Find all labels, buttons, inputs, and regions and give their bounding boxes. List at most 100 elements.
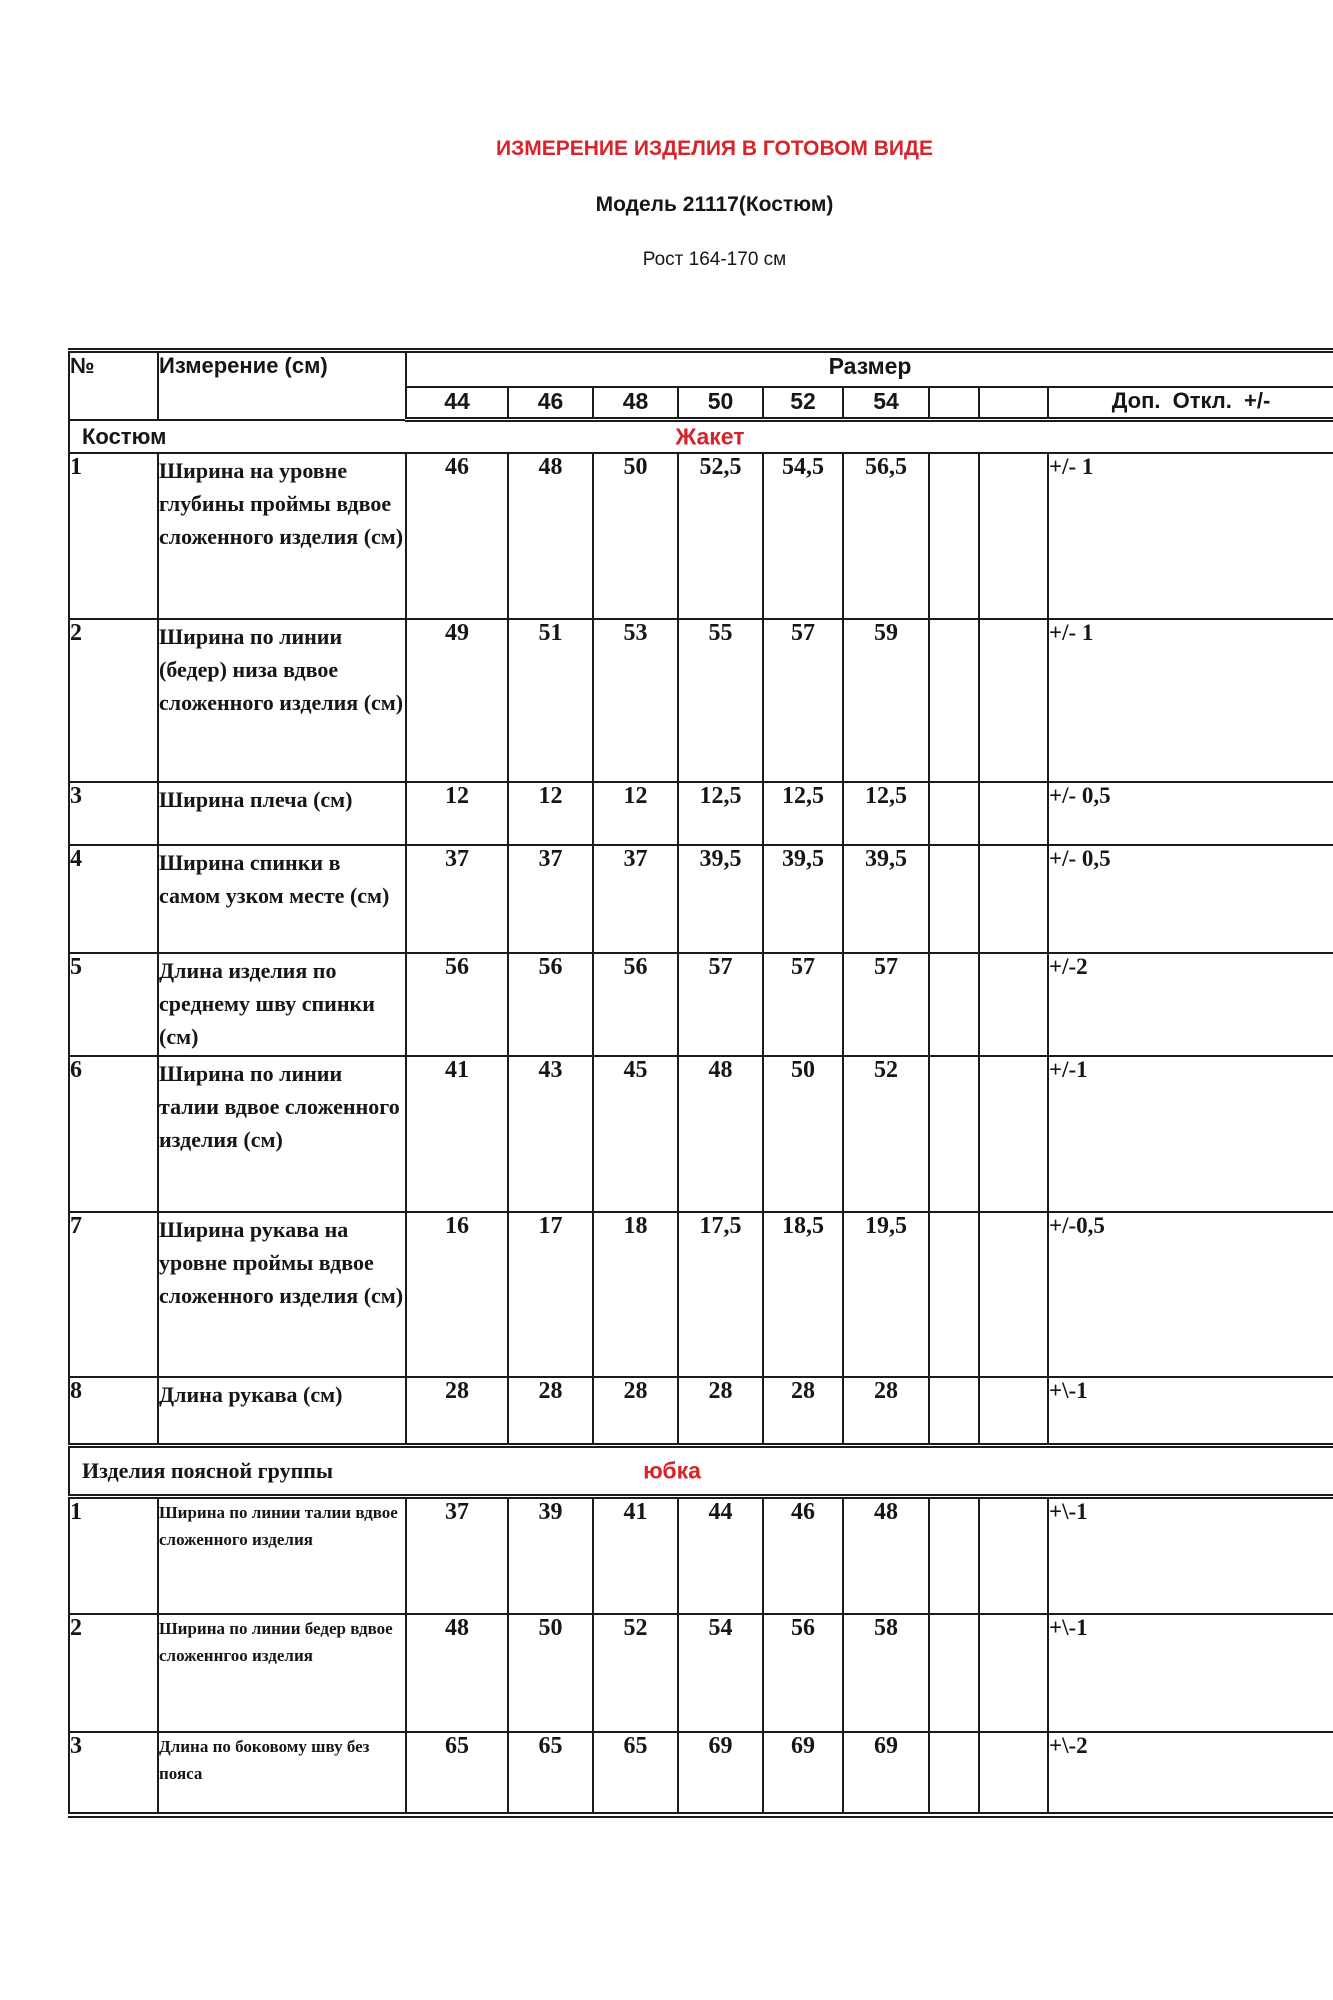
value-54: 59 xyxy=(842,618,930,783)
value-48: 18 xyxy=(592,1211,679,1378)
row-number: 3 xyxy=(68,1731,159,1818)
measure-name: Длина изделия по среднему шву спинки (см… xyxy=(157,952,407,1057)
value-46: 39 xyxy=(507,1495,594,1615)
measure-name: Длина рукава (см) xyxy=(157,1376,407,1448)
value-44: 56 xyxy=(405,952,509,1057)
value-52: 57 xyxy=(762,952,844,1057)
measure-name: Ширина плеча (см) xyxy=(157,781,407,846)
section-row-suit: Костюм Жакет xyxy=(67,418,1333,454)
value-48: 50 xyxy=(592,452,679,620)
value-48: 37 xyxy=(592,844,679,954)
model-subtitle: Модель 21117(Костюм) xyxy=(595,193,834,216)
empty-cell xyxy=(928,452,980,620)
value-46: 48 xyxy=(507,452,594,620)
empty-cell xyxy=(928,1731,980,1818)
size-header-48: 48 xyxy=(592,385,679,422)
measure-name: Ширина по линии талии вдвое сложенного и… xyxy=(157,1495,407,1615)
row-number: 4 xyxy=(68,844,159,954)
empty-cell xyxy=(978,1376,1049,1448)
measurements-table: № Измерение (см) Размер 44 46 48 50 52 5… xyxy=(67,348,1333,1818)
col-header-number: № xyxy=(68,348,159,421)
empty-cell xyxy=(978,952,1049,1057)
deviation-value: +/- 0,5 xyxy=(1046,844,1333,954)
deviation-value: +/-2 xyxy=(1046,952,1333,1057)
table-row: 4 Ширина спинки в самом узком месте (см)… xyxy=(68,844,1333,954)
value-46: 51 xyxy=(507,618,594,783)
value-52: 46 xyxy=(762,1495,844,1615)
value-54: 57 xyxy=(842,952,930,1057)
value-50: 39,5 xyxy=(677,844,764,954)
empty-cell xyxy=(928,781,980,846)
value-54: 52 xyxy=(842,1055,930,1213)
deviation-value: +\-1 xyxy=(1046,1376,1333,1448)
value-48: 28 xyxy=(592,1376,679,1448)
value-46: 37 xyxy=(507,844,594,954)
value-52: 56 xyxy=(762,1613,844,1733)
value-46: 50 xyxy=(507,1613,594,1733)
row-number: 2 xyxy=(68,1613,159,1733)
table-row: 2 Ширина по линии (бедер) низа вдвое сло… xyxy=(68,618,1333,783)
value-44: 16 xyxy=(405,1211,509,1378)
value-54: 39,5 xyxy=(842,844,930,954)
value-48: 41 xyxy=(592,1495,679,1615)
value-44: 37 xyxy=(405,1495,509,1615)
row-number: 1 xyxy=(68,1495,159,1615)
value-52: 28 xyxy=(762,1376,844,1448)
measure-name: Ширина по линии (бедер) низа вдвое сложе… xyxy=(157,618,407,783)
section-sublabel-skirt: юбка xyxy=(643,1457,701,1483)
value-50: 28 xyxy=(677,1376,764,1448)
value-50: 69 xyxy=(677,1731,764,1818)
size-header-44: 44 xyxy=(405,385,509,422)
value-46: 43 xyxy=(507,1055,594,1213)
table-row: 5 Длина изделия по среднему шву спинки (… xyxy=(68,952,1333,1057)
section-sublabel-jacket: Жакет xyxy=(675,423,745,450)
empty-cell xyxy=(978,781,1049,846)
deviation-value: +/-1 xyxy=(1046,1055,1333,1213)
value-44: 48 xyxy=(405,1613,509,1733)
row-number: 3 xyxy=(68,781,159,846)
empty-cell xyxy=(978,1211,1049,1378)
empty-cell xyxy=(978,1495,1049,1615)
empty-cell xyxy=(928,1211,980,1378)
value-50: 48 xyxy=(677,1055,764,1213)
value-52: 39,5 xyxy=(762,844,844,954)
section-label-suit: Костюм xyxy=(82,424,167,449)
value-44: 46 xyxy=(405,452,509,620)
value-52: 54,5 xyxy=(762,452,844,620)
value-54: 12,5 xyxy=(842,781,930,846)
table-row: 1 Ширина по линии талии вдвое сложенного… xyxy=(68,1495,1333,1615)
deviation-value: +/- 1 xyxy=(1046,452,1333,620)
empty-cell xyxy=(978,1055,1049,1213)
value-46: 65 xyxy=(507,1731,594,1818)
measure-name: Ширина по линии бедер вдвое сложеннгоо и… xyxy=(157,1613,407,1733)
deviation-value: +/- 1 xyxy=(1046,618,1333,783)
value-50: 55 xyxy=(677,618,764,783)
value-48: 53 xyxy=(592,618,679,783)
row-number: 8 xyxy=(68,1376,159,1448)
size-header-52: 52 xyxy=(762,385,844,422)
table-row: 1 Ширина на уровне глубины проймы вдвое … xyxy=(68,452,1333,620)
empty-cell xyxy=(978,1731,1049,1818)
value-50: 57 xyxy=(677,952,764,1057)
value-44: 37 xyxy=(405,844,509,954)
empty-cell xyxy=(928,618,980,783)
value-50: 52,5 xyxy=(677,452,764,620)
value-50: 12,5 xyxy=(677,781,764,846)
value-46: 28 xyxy=(507,1376,594,1448)
section-cell-skirt: Изделия поясной группы юбка xyxy=(67,1444,1333,1499)
value-50: 44 xyxy=(677,1495,764,1615)
section-cell-suit: Костюм Жакет xyxy=(67,418,1333,454)
row-number: 7 xyxy=(68,1211,159,1378)
row-number: 1 xyxy=(68,452,159,620)
size-header-46: 46 xyxy=(507,385,594,422)
empty-cell xyxy=(928,844,980,954)
row-number: 6 xyxy=(68,1055,159,1213)
section-label-belt-group: Изделия поясной группы xyxy=(82,1457,334,1483)
value-54: 56,5 xyxy=(842,452,930,620)
value-48: 65 xyxy=(592,1731,679,1818)
value-44: 28 xyxy=(405,1376,509,1448)
empty-header-cell xyxy=(928,385,980,422)
value-54: 48 xyxy=(842,1495,930,1615)
row-number: 2 xyxy=(68,618,159,783)
deviation-value: +\-1 xyxy=(1046,1613,1333,1733)
